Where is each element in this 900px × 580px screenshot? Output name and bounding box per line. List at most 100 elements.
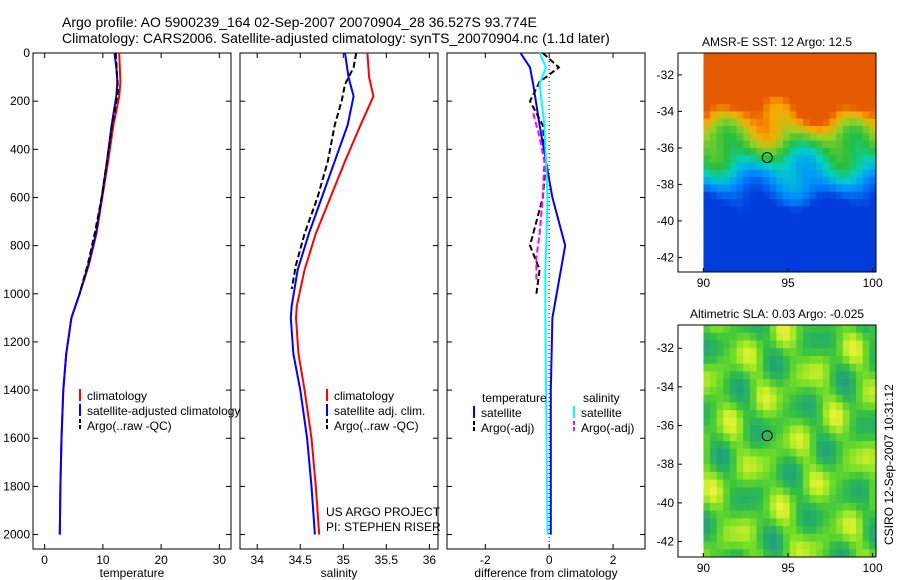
map-cell bbox=[802, 340, 811, 349]
map-cell bbox=[822, 74, 831, 83]
map-cell bbox=[776, 340, 784, 349]
y-tick-label: 1000 bbox=[3, 287, 30, 301]
map-cell bbox=[749, 348, 758, 357]
map-cell bbox=[763, 348, 771, 357]
map-cell bbox=[749, 325, 758, 334]
map-cell bbox=[789, 549, 797, 557]
map-cell bbox=[736, 228, 744, 237]
map-cell bbox=[729, 510, 738, 519]
map-cell bbox=[842, 126, 851, 134]
map-cell bbox=[763, 257, 771, 266]
map-cell bbox=[869, 213, 877, 222]
map-cell bbox=[809, 541, 817, 550]
map-cell bbox=[776, 363, 784, 372]
map-cell bbox=[869, 363, 877, 372]
map-cell bbox=[862, 82, 870, 91]
map-cell bbox=[783, 184, 791, 193]
map-cell bbox=[736, 104, 744, 112]
map-cell bbox=[816, 235, 824, 244]
map-cell bbox=[802, 220, 811, 229]
map-cell bbox=[769, 89, 778, 98]
series-line-salinity-satellite bbox=[538, 52, 549, 535]
map-cell bbox=[749, 510, 758, 519]
map-cell bbox=[743, 394, 751, 403]
map-cell bbox=[783, 541, 791, 550]
map-cell bbox=[802, 177, 811, 185]
map-cell bbox=[736, 133, 744, 142]
map-cell bbox=[789, 220, 797, 229]
map-cell bbox=[829, 126, 837, 134]
map-cell bbox=[743, 549, 751, 557]
map-cell bbox=[729, 118, 738, 127]
map-cell bbox=[822, 394, 831, 403]
map-cell bbox=[776, 332, 784, 342]
map-cell bbox=[729, 410, 738, 419]
map-cell bbox=[783, 104, 791, 112]
map-cell bbox=[749, 502, 758, 512]
map-cell bbox=[723, 363, 731, 372]
map-cell bbox=[829, 371, 837, 380]
map-cell bbox=[710, 140, 718, 149]
map-cell bbox=[749, 441, 758, 450]
map-cell bbox=[783, 126, 791, 134]
x-axis-label: difference from climatology bbox=[474, 566, 617, 580]
map-cell bbox=[809, 355, 817, 365]
map-cell bbox=[710, 82, 718, 91]
map-cell bbox=[769, 433, 778, 442]
map-cell bbox=[809, 332, 817, 342]
map-cell bbox=[736, 213, 744, 222]
map-cell bbox=[783, 220, 791, 229]
map-cell bbox=[776, 199, 784, 207]
map-cell bbox=[736, 220, 744, 229]
map-cell bbox=[723, 332, 731, 342]
map-cell bbox=[783, 433, 791, 442]
map-cell bbox=[749, 250, 758, 258]
map-cell bbox=[769, 456, 778, 465]
map-cell bbox=[736, 386, 744, 396]
x-tick-label: 0 bbox=[546, 553, 553, 567]
map-cell bbox=[763, 495, 771, 504]
map-cell bbox=[796, 111, 804, 120]
map-cell bbox=[829, 340, 837, 349]
map-cell bbox=[749, 340, 758, 349]
map-cell bbox=[849, 495, 857, 504]
map-cell bbox=[842, 264, 851, 272]
map-cell bbox=[816, 394, 824, 403]
map-cell bbox=[856, 386, 864, 396]
map-cell bbox=[716, 133, 724, 142]
map-cell bbox=[796, 541, 804, 550]
map-cell bbox=[723, 495, 731, 504]
map-cell bbox=[723, 213, 731, 222]
map-cell bbox=[856, 417, 864, 427]
map-x-tick-label: 90 bbox=[697, 276, 711, 290]
map-cell bbox=[802, 111, 811, 120]
map-cell bbox=[723, 379, 731, 388]
map-cell bbox=[862, 213, 870, 222]
map-cell bbox=[716, 386, 724, 396]
map-cell bbox=[842, 464, 851, 473]
map-cell bbox=[769, 126, 778, 134]
map-cell bbox=[769, 502, 778, 512]
map-cell bbox=[856, 242, 864, 251]
map-cell bbox=[869, 140, 877, 149]
map-cell bbox=[836, 325, 844, 334]
map-cell bbox=[769, 213, 778, 222]
map-cell bbox=[802, 502, 811, 512]
map-cell bbox=[729, 257, 738, 266]
map-cell bbox=[763, 169, 771, 178]
legend-entry: Argo(-adj) bbox=[481, 421, 534, 435]
map-cell bbox=[763, 363, 771, 372]
map-cell bbox=[703, 242, 711, 251]
map-cell bbox=[842, 448, 851, 458]
map-cell bbox=[743, 355, 751, 365]
map-cell bbox=[796, 191, 804, 200]
map-cell bbox=[836, 191, 844, 200]
map-cell bbox=[869, 184, 877, 193]
map-cell bbox=[703, 60, 711, 69]
map-cell bbox=[723, 53, 731, 61]
map-cell bbox=[862, 541, 870, 550]
map-cell bbox=[856, 206, 864, 215]
map-cell bbox=[789, 118, 797, 127]
map-cell bbox=[743, 386, 751, 396]
map-cell bbox=[769, 471, 778, 481]
